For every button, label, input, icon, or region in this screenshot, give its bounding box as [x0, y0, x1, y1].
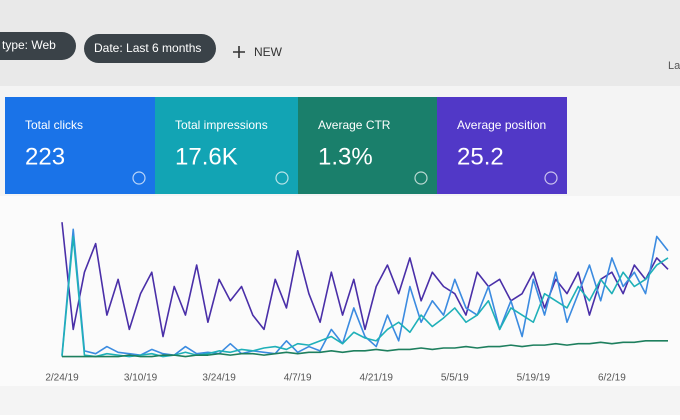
series-line: [61, 235, 669, 358]
metric-value: 17.6K: [175, 143, 238, 170]
x-tick-label: 6/2/19: [598, 373, 626, 384]
chart-area: [0, 196, 680, 386]
x-tick-label: 3/10/19: [124, 373, 158, 384]
metric-value: 25.2: [457, 143, 504, 170]
series-line: [61, 222, 669, 338]
help-icon: [544, 171, 558, 185]
x-tick-label: 5/19/19: [517, 373, 551, 384]
help-icon: [414, 171, 428, 185]
x-tick-label: 4/21/19: [360, 373, 394, 384]
metric-card: [155, 97, 298, 194]
x-tick-label: 5/5/19: [441, 373, 469, 384]
cards: Total clicks 223 Total impressions 17.6K Ave…: [5, 97, 567, 194]
x-tick-label: 2/24/19: [45, 373, 79, 384]
x-tick-label: 3/24/19: [202, 373, 236, 384]
metric-label: Total clicks: [25, 118, 83, 132]
metric-card: [5, 97, 155, 194]
metric-label: Total impressions: [175, 118, 268, 132]
plus-icon: [233, 46, 245, 58]
help-icon: [132, 171, 146, 185]
new-button[interactable]: NEW: [254, 45, 283, 59]
series-line: [61, 228, 669, 356]
chip[interactable]: [0, 32, 76, 60]
chip[interactable]: [84, 34, 216, 63]
x-tick-label: 4/7/19: [284, 373, 312, 384]
series-line: [62, 340, 668, 358]
metric-label: Average position: [457, 118, 546, 132]
metric-label: Average CTR: [318, 118, 391, 132]
chip-label: Date: Last 6 months: [94, 41, 201, 55]
chip-label: type: Web: [2, 38, 56, 52]
help-icon: [275, 171, 289, 185]
chart: 2/24/19 3/10/19 3/24/19 4/7/19 4/21/19 5/5/19…: [45, 222, 669, 384]
metric-card: [298, 97, 437, 194]
metric-value: 1.3%: [318, 143, 373, 170]
cut-text: La: [668, 60, 680, 72]
metric-value: 223: [25, 143, 65, 170]
